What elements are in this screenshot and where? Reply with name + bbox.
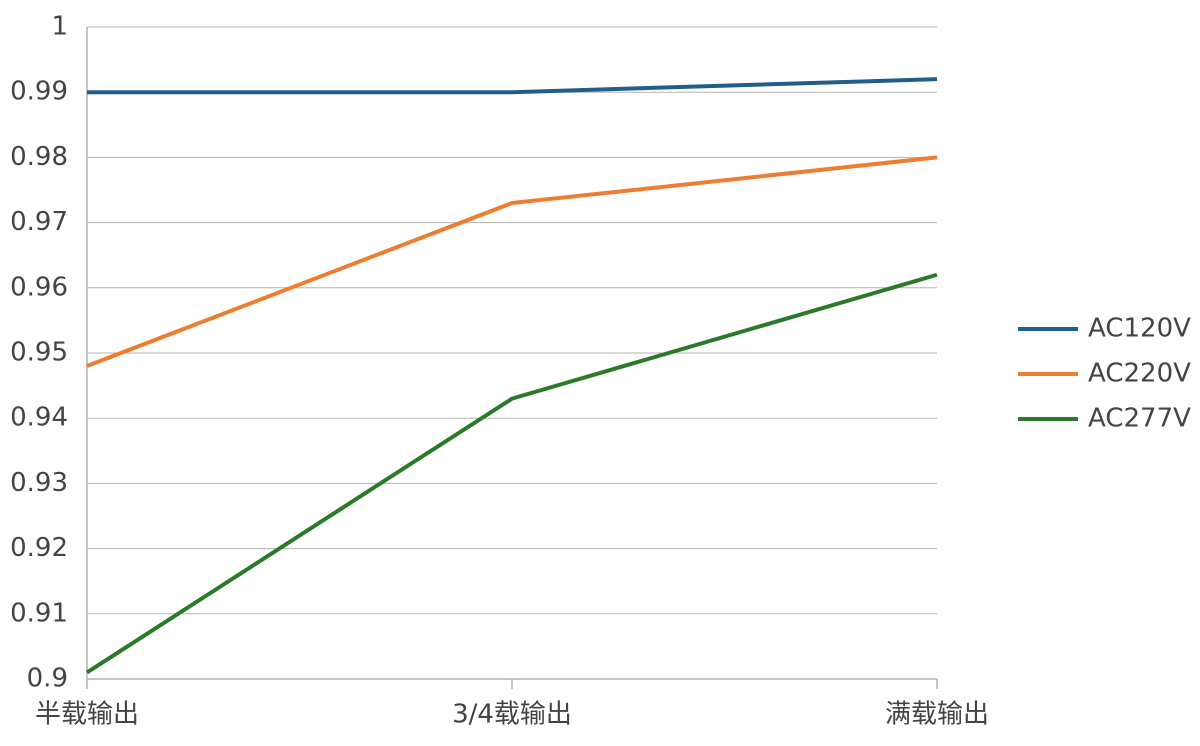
y-tick-label: 0.96: [10, 272, 68, 302]
x-tick-label: 3/4载输出: [452, 700, 572, 730]
y-tick-label: 1: [51, 12, 68, 42]
x-tick-label: 满载输出: [885, 700, 989, 730]
legend-label: AC120V: [1088, 314, 1191, 344]
y-tick-label: 0.99: [10, 77, 68, 107]
y-tick-label: 0.97: [10, 207, 68, 237]
y-tick-label: 0.92: [10, 533, 68, 563]
y-tick-label: 0.91: [10, 598, 68, 628]
legend-label: AC220V: [1088, 359, 1191, 389]
series-line: [85, 272, 938, 675]
y-tick-label: 0.94: [10, 403, 68, 433]
y-tick-label: 0.93: [10, 468, 68, 498]
series-line: [87, 77, 938, 95]
y-tick-label: 0.95: [10, 338, 68, 368]
y-tick-label: 0.98: [10, 142, 68, 172]
y-tick-label: 0.9: [27, 664, 68, 694]
legend-label: AC277V: [1088, 404, 1191, 434]
series-line: [86, 155, 938, 368]
x-tick-label: 半载输出: [35, 700, 139, 730]
